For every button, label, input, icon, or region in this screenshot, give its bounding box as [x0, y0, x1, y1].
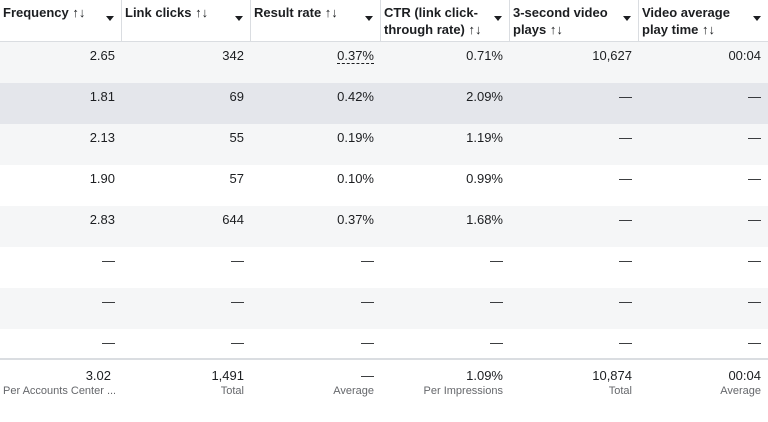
table-row[interactable]: 1.90 57 0.10% 0.99% — —	[0, 165, 768, 206]
cell-video-play-time: 00:04	[728, 48, 761, 63]
cell-video-plays: —	[619, 130, 632, 145]
total-value: 1,491	[211, 368, 244, 383]
cell-ctr: —	[490, 294, 503, 309]
cell-frequency: 1.81	[89, 89, 115, 104]
total-label: Total	[608, 385, 632, 397]
cell-result-rate: —	[361, 335, 374, 350]
total-value: 3.02	[85, 368, 111, 383]
cell-ctr: 0.99%	[466, 171, 503, 186]
column-header-label: Result rate ↑↓	[254, 5, 338, 20]
cell-video-play-time: —	[748, 89, 761, 104]
cell-video-play-time: —	[748, 212, 761, 227]
column-header-label: Video average play time ↑↓	[642, 5, 730, 37]
cell-link-clicks[interactable]: 57	[229, 171, 244, 186]
cell-result-rate: 0.10%	[337, 171, 374, 186]
total-video-play-time: 00:04 Average	[639, 360, 768, 422]
column-header-result-rate[interactable]: Result rate ↑↓	[251, 0, 381, 41]
cell-frequency: 2.13	[89, 130, 115, 145]
cell-ctr: 0.71%	[466, 48, 503, 63]
cell-result-rate[interactable]: 0.37%	[251, 42, 381, 83]
cell-ctr: 2.09%	[466, 89, 503, 104]
total-label: Total	[220, 385, 244, 397]
column-header-video-play-time[interactable]: Video average play time ↑↓	[639, 0, 768, 41]
total-link-clicks: 1,491 Total	[122, 360, 251, 422]
cell-frequency: —	[102, 253, 115, 268]
cell-video-play-time: —	[748, 130, 761, 145]
cell-video-plays: 10,627	[592, 48, 632, 63]
cell-frequency: 1.90	[89, 171, 115, 186]
cell-result-rate: —	[361, 294, 374, 309]
cell-video-plays: —	[619, 89, 632, 104]
cell-video-plays: —	[619, 171, 632, 186]
column-header-label: 3-second video plays ↑↓	[513, 5, 608, 37]
total-value: 1.09%	[466, 368, 503, 383]
chevron-down-icon[interactable]	[235, 16, 243, 21]
total-video-plays: 10,874 Total	[510, 360, 639, 422]
column-header-label: Link clicks ↑↓	[125, 5, 209, 20]
cell-video-plays: —	[619, 253, 632, 268]
cell-ctr: 1.68%	[466, 212, 503, 227]
totals-row: 3.02 Per Accounts Center ... 1,491 Total…	[0, 358, 768, 422]
cell-video-play-time: —	[748, 335, 761, 350]
table-row[interactable]: — — — — — —	[0, 288, 768, 329]
cell-video-plays: —	[619, 294, 632, 309]
total-label: Average	[333, 385, 374, 397]
chevron-down-icon[interactable]	[106, 16, 114, 21]
cell-video-plays: —	[619, 335, 632, 350]
total-label: Per Accounts Center ...	[3, 385, 115, 397]
result-rate-value[interactable]: 0.37%	[337, 48, 374, 64]
cell-video-play-time: —	[748, 253, 761, 268]
cell-ctr: —	[490, 253, 503, 268]
table-row[interactable]: 2.83 644 0.37% 1.68% — —	[0, 206, 768, 247]
total-value: —	[361, 368, 374, 383]
table-row[interactable]: — — — — — —	[0, 247, 768, 288]
chevron-down-icon[interactable]	[753, 16, 761, 21]
table-row[interactable]: — — — — — —	[0, 329, 768, 370]
cell-link-clicks[interactable]: 69	[229, 89, 244, 104]
chevron-down-icon[interactable]	[623, 16, 631, 21]
cell-frequency: —	[102, 335, 115, 350]
table-row[interactable]: 2.13 55 0.19% 1.19% — —	[0, 124, 768, 165]
column-header-link-clicks[interactable]: Link clicks ↑↓	[122, 0, 251, 41]
cell-link-clicks[interactable]: 644	[222, 212, 244, 227]
column-header-label: Frequency ↑↓	[3, 5, 86, 20]
cell-result-rate: 0.42%	[337, 89, 374, 104]
cell-result-rate: 0.19%	[337, 130, 374, 145]
total-label: Average	[720, 385, 761, 397]
cell-video-play-time: —	[748, 294, 761, 309]
table-row[interactable]: 1.81 69 0.42% 2.09% — —	[0, 83, 768, 124]
table-row[interactable]: 2.65 342 0.37% 0.71% 10,627 00:04	[0, 42, 768, 83]
column-header-label: CTR (link click-through rate) ↑↓	[384, 5, 482, 37]
column-header-frequency[interactable]: Frequency ↑↓	[0, 0, 122, 41]
cell-result-rate: 0.37%	[337, 212, 374, 227]
total-frequency: 3.02 Per Accounts Center ...	[0, 360, 122, 422]
cell-ctr: —	[490, 335, 503, 350]
column-header-ctr[interactable]: CTR (link click-through rate) ↑↓	[381, 0, 510, 41]
cell-link-clicks: —	[231, 253, 244, 268]
total-value: 00:04	[728, 368, 761, 383]
total-value: 10,874	[592, 368, 632, 383]
cell-link-clicks: —	[231, 335, 244, 350]
cell-video-play-time: —	[748, 171, 761, 186]
cell-link-clicks: —	[231, 294, 244, 309]
chevron-down-icon[interactable]	[365, 16, 373, 21]
table-header: Frequency ↑↓ Link clicks ↑↓ Result rate …	[0, 0, 768, 42]
cell-ctr: 1.19%	[466, 130, 503, 145]
column-header-video-plays[interactable]: 3-second video plays ↑↓	[510, 0, 639, 41]
total-ctr: 1.09% Per Impressions	[381, 360, 510, 422]
cell-frequency: 2.83	[89, 212, 115, 227]
cell-video-plays: —	[619, 212, 632, 227]
total-result-rate: — Average	[251, 360, 381, 422]
cell-link-clicks[interactable]: 55	[229, 130, 244, 145]
cell-result-rate: —	[361, 253, 374, 268]
total-label: Per Impressions	[423, 385, 503, 397]
cell-frequency: —	[102, 294, 115, 309]
cell-link-clicks[interactable]: 342	[222, 48, 244, 63]
chevron-down-icon[interactable]	[494, 16, 502, 21]
cell-frequency: 2.65	[89, 48, 115, 63]
